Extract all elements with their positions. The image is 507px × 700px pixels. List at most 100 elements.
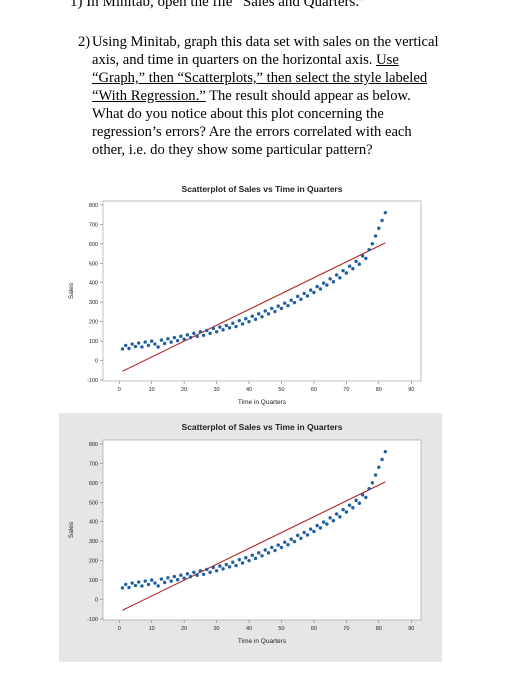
chart2-data-point <box>185 572 190 576</box>
chart1-data-point <box>360 254 365 258</box>
chart1-x-tick-label: 60 <box>311 387 317 393</box>
chart2-data-point <box>240 561 245 565</box>
question-2-line-f: other, i.e. do they show some particular… <box>92 142 373 158</box>
chart2-y-tick-label: 500 <box>89 500 98 506</box>
chart1-y-tick-label: 500 <box>89 261 98 267</box>
chart2-data-point <box>380 457 384 462</box>
chart2-y-tick-label: 400 <box>89 520 98 526</box>
scatterplot-2-svg: Scatterplot of Sales vs Time in Quarters… <box>68 422 422 645</box>
chart1-data-point <box>201 333 206 337</box>
chart2-x-tick-label: 60 <box>311 626 317 632</box>
chart2-data-point <box>231 560 235 564</box>
chart1-data-point <box>240 322 245 326</box>
chart2-x-tick-label: 90 <box>408 626 414 632</box>
chart2-data-point <box>351 506 355 510</box>
chart2-data-point <box>237 557 241 562</box>
chart1-data-point <box>250 314 254 318</box>
chart2-data-point <box>244 556 248 560</box>
chart1-x-tick-label: 10 <box>149 387 155 393</box>
chart1-data-point <box>292 300 297 305</box>
chart2-y-tick-label: -100 <box>87 617 98 623</box>
chart2-data-point <box>283 540 287 544</box>
chart2-data-point <box>347 503 352 507</box>
chart2-data-point <box>263 548 267 552</box>
chart2-data-point <box>253 556 258 561</box>
chart2-data-point <box>234 563 238 568</box>
chart1-data-point <box>162 341 167 346</box>
chart2-data-point <box>227 565 232 569</box>
chart2-data-point <box>312 529 316 534</box>
chart1-y-tick-label: 800 <box>89 203 98 209</box>
chart2-data-point <box>295 533 300 538</box>
chart2-data-point <box>208 570 212 575</box>
chart1-data-point <box>383 210 388 215</box>
chart1-data-point <box>308 288 313 292</box>
chart2-data-point <box>299 536 303 540</box>
chart1-x-tick-label: 80 <box>376 387 382 393</box>
chart1-data-point <box>302 291 306 296</box>
chart2-data-point <box>153 581 157 585</box>
chart2-data-point <box>218 564 222 568</box>
chart1-y-axis-label: Sales <box>68 282 75 299</box>
chart2-y-tick-label: 100 <box>89 578 98 584</box>
chart2-data-point <box>169 579 173 583</box>
chart1-y-tick-label: 700 <box>89 222 98 228</box>
chart2-data-point <box>334 512 339 516</box>
question-2-line-b: axis, and time in quarters on the horizo… <box>78 51 458 69</box>
chart1-data-point <box>334 273 339 277</box>
scatterplot-2: Scatterplot of Sales vs Time in Quarters… <box>59 413 442 662</box>
chart1-x-tick-label: 20 <box>181 387 187 393</box>
chart1-data-point <box>279 306 284 311</box>
chart2-data-point <box>205 567 209 572</box>
chart2-data-point <box>266 551 271 555</box>
chart2-data-point <box>140 584 144 588</box>
chart1-data-point <box>169 340 173 344</box>
chart1-x-tick-label: 70 <box>343 387 349 393</box>
chart1-data-point <box>205 328 209 333</box>
chart2-y-tick-label: 300 <box>89 539 98 545</box>
chart2-data-point <box>328 516 332 520</box>
chart1-data-point <box>237 318 241 323</box>
chart1-regression-line <box>122 242 386 372</box>
chart1-y-tick-label: 0 <box>95 359 98 365</box>
chart2-data-point <box>133 583 138 588</box>
chart1-data-point <box>156 345 160 349</box>
chart2-data-point <box>124 582 128 587</box>
chart2-y-axis-label: Sales <box>68 521 75 538</box>
chart1-y-tick-label: 200 <box>89 320 98 326</box>
chart2-data-point <box>192 570 196 575</box>
chart1-data-point <box>318 287 323 291</box>
chart2-data-point <box>315 523 319 528</box>
chart1-data-point <box>266 312 271 316</box>
chart2-data-point <box>159 577 164 581</box>
question-2-link-regression: “With Regression.” <box>92 88 206 104</box>
chart1-data-point <box>344 271 349 275</box>
chart1-x-tick-label: 40 <box>246 387 252 393</box>
chart1-data-point <box>195 334 199 338</box>
chart1-data-point <box>234 324 238 329</box>
chart2-data-point <box>331 519 336 523</box>
question-2-link-use: Use <box>376 52 399 68</box>
chart2-data-point <box>364 495 368 500</box>
chart2-data-point <box>276 543 280 547</box>
chart1-data-point <box>208 331 212 336</box>
chart1-data-point <box>120 347 125 351</box>
scatterplot-1-svg: Scatterplot of Sales vs Time in Quarters… <box>68 184 422 406</box>
chart2-data-point <box>292 539 297 544</box>
chart2-x-axis-label: Time in Quarters <box>238 638 287 645</box>
chart1-data-point <box>367 247 371 252</box>
chart2-data-point <box>286 542 290 547</box>
chart1-data-point <box>357 262 362 266</box>
chart1-data-point <box>325 283 329 287</box>
chart2-data-point <box>360 493 365 497</box>
chart2-data-point <box>338 515 342 519</box>
chart1-data-point <box>140 345 144 349</box>
chart2-y-tick-label: 600 <box>89 481 98 487</box>
chart2-y-tick-label: 0 <box>95 598 98 604</box>
chart1-data-point <box>188 335 193 340</box>
chart2-data-point <box>321 520 326 524</box>
chart1-data-point <box>175 339 180 343</box>
chart1-y-tick-label: 400 <box>89 281 98 287</box>
chart2-data-point <box>279 545 284 550</box>
chart2-data-point <box>318 526 323 530</box>
